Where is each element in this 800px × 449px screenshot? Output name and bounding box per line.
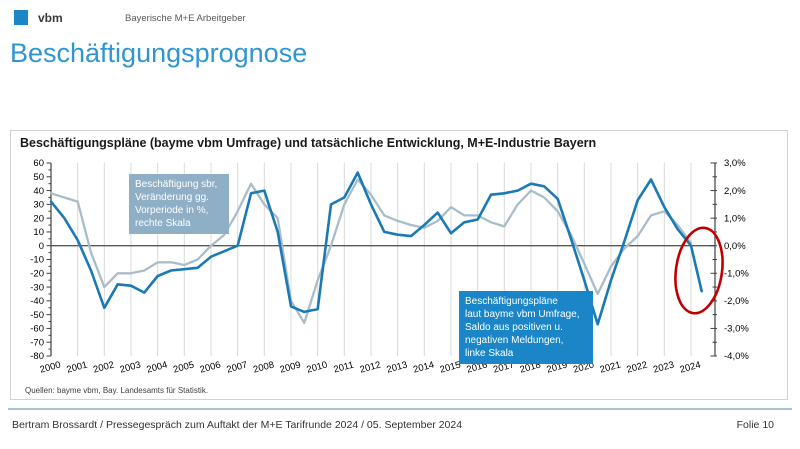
svg-text:30: 30: [33, 200, 44, 211]
svg-text:2001: 2001: [65, 360, 88, 376]
annotation-actual-series: Beschäftigung sbr, Veränderung gg. Vorpe…: [129, 174, 229, 234]
svg-text:2021: 2021: [599, 360, 622, 376]
svg-text:2008: 2008: [252, 360, 275, 376]
source-note: Quellen: bayme vbm, Bay. Landesamts für …: [25, 386, 209, 395]
svg-text:-40: -40: [30, 296, 44, 307]
svg-text:2013: 2013: [385, 360, 408, 376]
svg-text:2023: 2023: [652, 360, 675, 376]
svg-text:2015: 2015: [439, 360, 462, 376]
highlight-ellipse: [674, 226, 724, 315]
svg-text:2006: 2006: [199, 360, 222, 376]
svg-text:-1,0%: -1,0%: [724, 268, 749, 279]
annotation-survey-series: Beschäftigungspläne laut bayme vbm Umfra…: [459, 291, 593, 364]
svg-text:-20: -20: [30, 268, 44, 279]
svg-text:60: 60: [33, 158, 44, 169]
chart-panel: Beschäftigungspläne (bayme vbm Umfrage) …: [10, 130, 788, 400]
footer-divider: [8, 408, 792, 410]
svg-text:-60: -60: [30, 324, 44, 335]
svg-text:2,0%: 2,0%: [724, 186, 746, 197]
page-title: Beschäftigungsprognose: [10, 38, 308, 68]
svg-text:2005: 2005: [172, 360, 195, 376]
svg-text:2000: 2000: [39, 360, 62, 376]
svg-text:2003: 2003: [119, 360, 142, 376]
svg-text:-80: -80: [30, 351, 44, 362]
slide-number: Folie 10: [736, 419, 774, 431]
svg-text:2004: 2004: [145, 360, 168, 376]
svg-text:-2,0%: -2,0%: [724, 296, 749, 307]
svg-text:-10: -10: [30, 255, 44, 266]
footer-credit: Bertram Brossardt / Pressegespräch zum A…: [12, 419, 463, 431]
org-name: Bayerische M+E Arbeitgeber: [125, 13, 246, 24]
svg-text:2007: 2007: [225, 360, 248, 376]
chart-title: Beschäftigungspläne (bayme vbm Umfrage) …: [20, 136, 597, 150]
svg-text:2011: 2011: [332, 360, 355, 376]
svg-text:0: 0: [39, 241, 44, 252]
svg-text:2024: 2024: [679, 360, 702, 376]
svg-text:2010: 2010: [305, 360, 328, 376]
svg-text:2009: 2009: [279, 360, 302, 376]
vbm-logo-text: vbm: [38, 11, 63, 25]
svg-text:-50: -50: [30, 310, 44, 321]
svg-text:20: 20: [33, 213, 44, 224]
svg-text:2012: 2012: [359, 360, 382, 376]
svg-text:-4,0%: -4,0%: [724, 351, 749, 362]
svg-text:10: 10: [33, 227, 44, 238]
vbm-logo-icon: [14, 10, 28, 25]
svg-text:-30: -30: [30, 282, 44, 293]
svg-text:2002: 2002: [92, 360, 115, 376]
svg-text:1,0%: 1,0%: [724, 213, 746, 224]
svg-text:50: 50: [33, 172, 44, 183]
employment-forecast-chart: 6050403020100-10-20-30-40-50-60-70-803,0…: [30, 158, 749, 376]
svg-text:40: 40: [33, 186, 44, 197]
svg-text:-70: -70: [30, 337, 44, 348]
svg-text:3,0%: 3,0%: [724, 158, 746, 169]
svg-text:0,0%: 0,0%: [724, 241, 746, 252]
svg-text:2014: 2014: [412, 360, 435, 376]
svg-text:2022: 2022: [625, 360, 648, 376]
svg-text:-3,0%: -3,0%: [724, 324, 749, 335]
